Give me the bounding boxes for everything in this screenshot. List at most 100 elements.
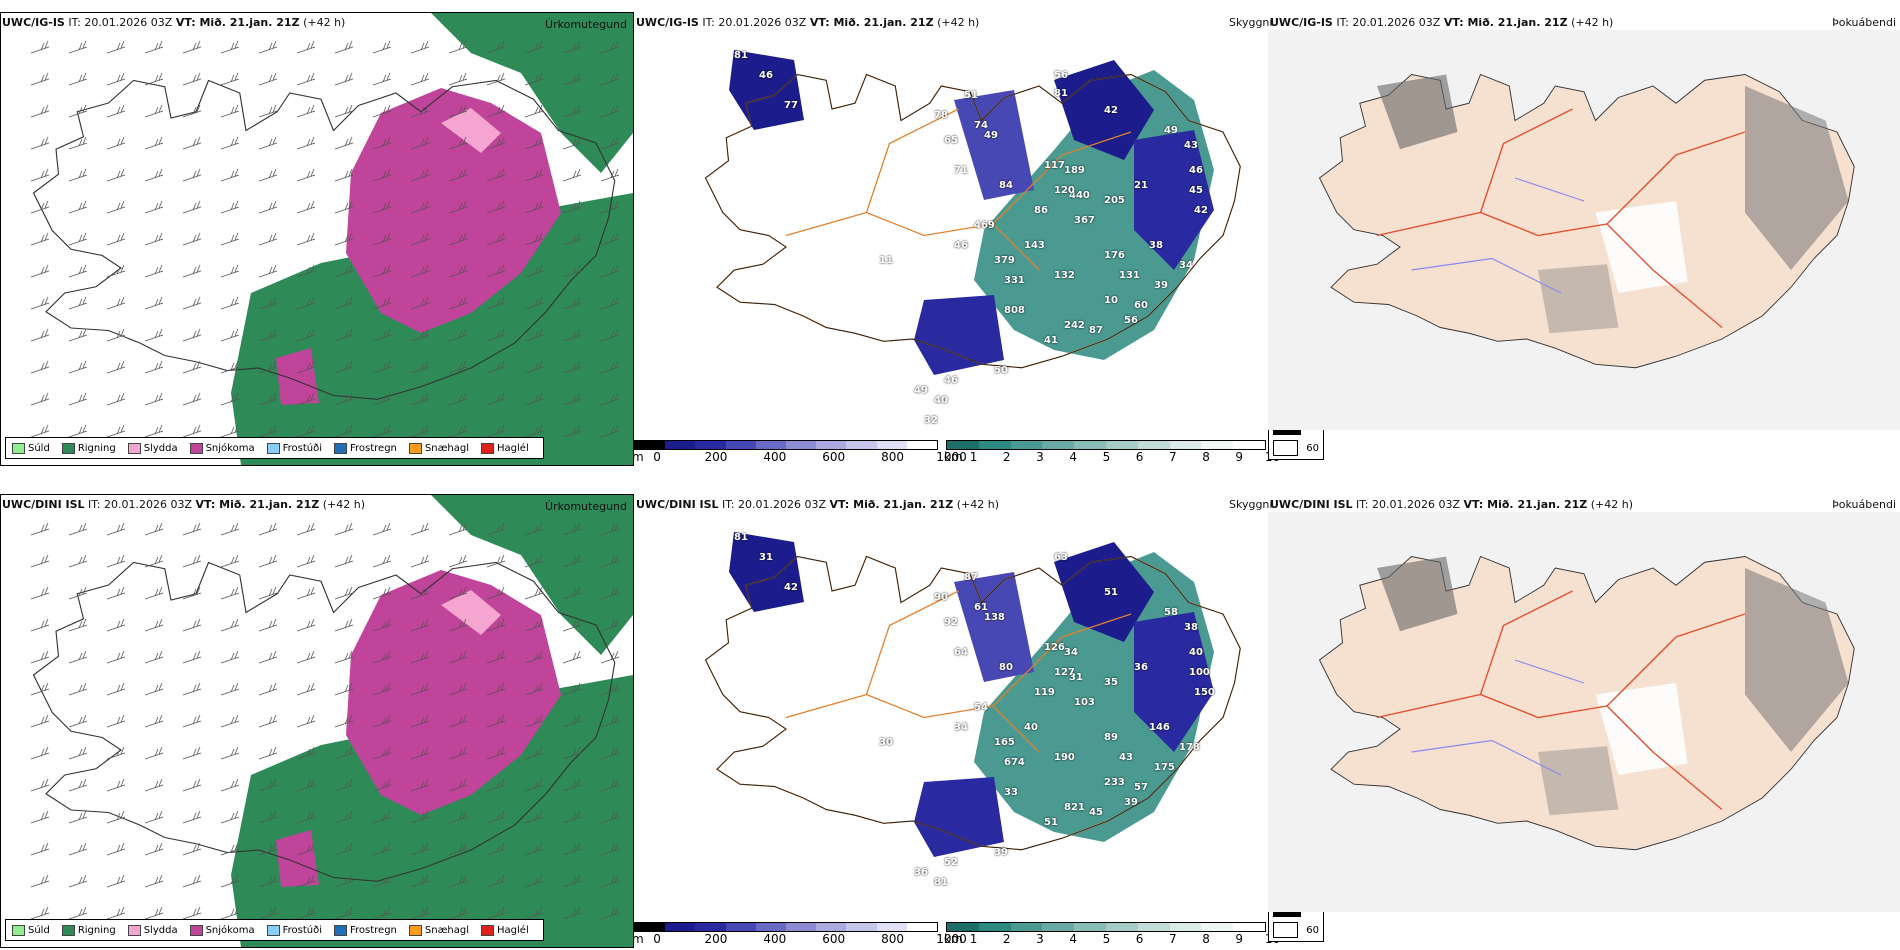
height-colorbar: m 0 200 400 600 800 1000	[632, 440, 967, 464]
cloud-base-value: 40	[1189, 647, 1203, 658]
cloud-base-value: 46	[1189, 165, 1203, 176]
valid-time: VT: Mið. 21.jan. 21Z	[809, 16, 934, 29]
cloud-base-value: 77	[784, 100, 798, 111]
model-name: UWC/IG-IS	[636, 16, 699, 29]
cloud-base-value: 81	[734, 50, 748, 61]
cloud-base-value: 42	[1104, 105, 1118, 116]
cloud-base-map: 81 46 77 51 74 56 42 49 189 440 205 21 43 46 45 42 78 65 4…	[634, 30, 1266, 438]
init-time: IT: 20.01.2026 03Z	[1336, 16, 1441, 29]
fog-legend-label: 60	[1306, 924, 1319, 936]
cloud-base-value: 58	[1164, 607, 1178, 618]
legend-swatch	[61, 442, 75, 454]
legend-label: Haglél	[497, 442, 529, 454]
legend-item: Haglél	[481, 924, 529, 936]
cloud-base-value: 36	[914, 867, 928, 878]
legend-swatch	[481, 924, 495, 936]
precip-legend: Súld Rigning Slydda Snjókoma Frostúði Frostre…	[5, 437, 544, 459]
legend-item: Snæhagl	[408, 924, 469, 936]
colorbar-tick: 1	[969, 450, 978, 464]
cloud-base-value: 80	[999, 662, 1013, 673]
colorbar-unit: m	[632, 932, 644, 946]
init-time: IT: 20.01.2026 03Z	[722, 498, 827, 511]
legend-item: Snæhagl	[408, 442, 469, 454]
legend-label: Haglél	[497, 924, 529, 936]
colorbar-tick: 7	[1168, 932, 1177, 946]
cloud-base-value: 57	[1134, 782, 1148, 793]
fog-indicator-map	[1268, 512, 1900, 912]
cloud-base-value: 90	[934, 592, 948, 603]
colorbar-tick: 0	[653, 932, 661, 946]
cloud-base-value: 36	[1134, 662, 1148, 673]
cloud-base-value: 39	[1124, 797, 1138, 808]
colorbar-tick: 0	[653, 450, 661, 464]
cloud-base-value: 46	[759, 70, 773, 81]
cloud-base-value: 51	[1104, 587, 1118, 598]
valid-time: VT: Mið. 21.jan. 21Z	[195, 498, 320, 511]
cloud-base-value: 38	[1149, 240, 1163, 251]
colorbar-unit: m	[632, 450, 644, 464]
valid-time: VT: Mið. 21.jan. 21Z	[1463, 498, 1588, 511]
cloud-base-value: 81	[1054, 88, 1068, 99]
legend-item: Frostregn	[334, 442, 397, 454]
panel-header: UWC/IG-IS IT: 20.01.2026 03Z VT: Mið. 21…	[636, 16, 979, 29]
cloud-base-value: 143	[1024, 240, 1045, 251]
colorbar-tick: 9	[1235, 932, 1244, 946]
cloud-base-value: 440	[1069, 190, 1090, 201]
model-name: UWC/DINI ISL	[2, 498, 85, 511]
colorbar-unit: km	[944, 932, 963, 946]
cloud-base-value: 469	[974, 220, 995, 231]
colorbar-tick: 1000	[936, 450, 967, 464]
cloud-base-value: 11	[879, 255, 893, 266]
cloud-base-value: 84	[999, 180, 1013, 191]
cloud-base-value: 127	[1054, 667, 1075, 678]
fog-legend-swatch	[1273, 440, 1299, 456]
cloud-base-value: 43	[1184, 140, 1198, 151]
init-time: IT: 20.01.2026 03Z	[68, 16, 173, 29]
colorbar-tick: 3	[1036, 450, 1044, 464]
model-name: UWC/IG-IS	[2, 16, 65, 29]
cloud-base-value: 45	[1189, 185, 1203, 196]
cloud-base-value: 146	[1149, 722, 1170, 733]
fog-panel-title: Þokuábendi	[1832, 16, 1896, 29]
colorbar-tick: 1	[969, 932, 978, 946]
cloud-base-value: 39	[1154, 280, 1168, 291]
cloud-base-value: 51	[1044, 817, 1058, 828]
lead-time: (+42 h)	[937, 16, 980, 29]
panel-header: UWC/IG-IS IT: 20.01.2026 03Z VT: Mið. 21…	[1270, 16, 1613, 29]
lead-time: (+42 h)	[1590, 498, 1634, 511]
colorbar-tick: 2	[1002, 450, 1011, 464]
lead-time: (+42 h)	[303, 16, 346, 29]
legend-label: Súld	[28, 442, 50, 454]
cloud-base-value: 189	[1064, 165, 1085, 176]
visibility-title: Skyggni	[1229, 498, 1273, 511]
cloud-base-value: 119	[1034, 687, 1055, 698]
cloud-base-value: 40	[934, 395, 948, 406]
fog-legend-item: 60	[1273, 439, 1319, 457]
legend-item: Súld	[12, 924, 50, 936]
legend-swatch	[408, 924, 422, 936]
colorbar-tick: 200	[704, 450, 728, 464]
legend-swatch	[189, 924, 203, 936]
cloud-base-map: 81 31 42 87 61 63 51 58 34 31 35 36 38 40 100 150 90 92 13…	[634, 512, 1266, 920]
colorbar-tick: 3	[1036, 932, 1044, 946]
valid-time: VT: Mið. 21.jan. 21Z	[1443, 16, 1568, 29]
cloud-base-value: 103	[1074, 697, 1095, 708]
cloud-base-value: 331	[1004, 275, 1025, 286]
cloud-base-value: 87	[1089, 325, 1103, 336]
legend-label: Slydda	[143, 442, 178, 454]
legend-swatch	[12, 442, 25, 454]
cloud-base-value: 43	[1119, 752, 1133, 763]
cloud-base-value: 74	[974, 120, 988, 131]
cloud-base-value: 35	[1104, 677, 1118, 688]
cloud-base-value: 87	[964, 572, 978, 583]
cloud-base-value: 51	[964, 90, 978, 101]
cloud-base-value: 808	[1004, 305, 1025, 316]
cloud-base-value: 60	[1134, 300, 1148, 311]
cloud-base-value: 190	[1054, 752, 1075, 763]
cloud-base-value: 126	[1044, 642, 1065, 653]
colorbar-tick: 5	[1102, 932, 1111, 946]
legend-item: Frostregn	[334, 924, 397, 936]
init-time: IT: 20.01.2026 03Z	[88, 498, 193, 511]
legend-swatch	[127, 442, 141, 454]
precip-type-map: Úrkomutegund Súld Rigning Slydda Snjókoma Fro…	[0, 494, 634, 948]
